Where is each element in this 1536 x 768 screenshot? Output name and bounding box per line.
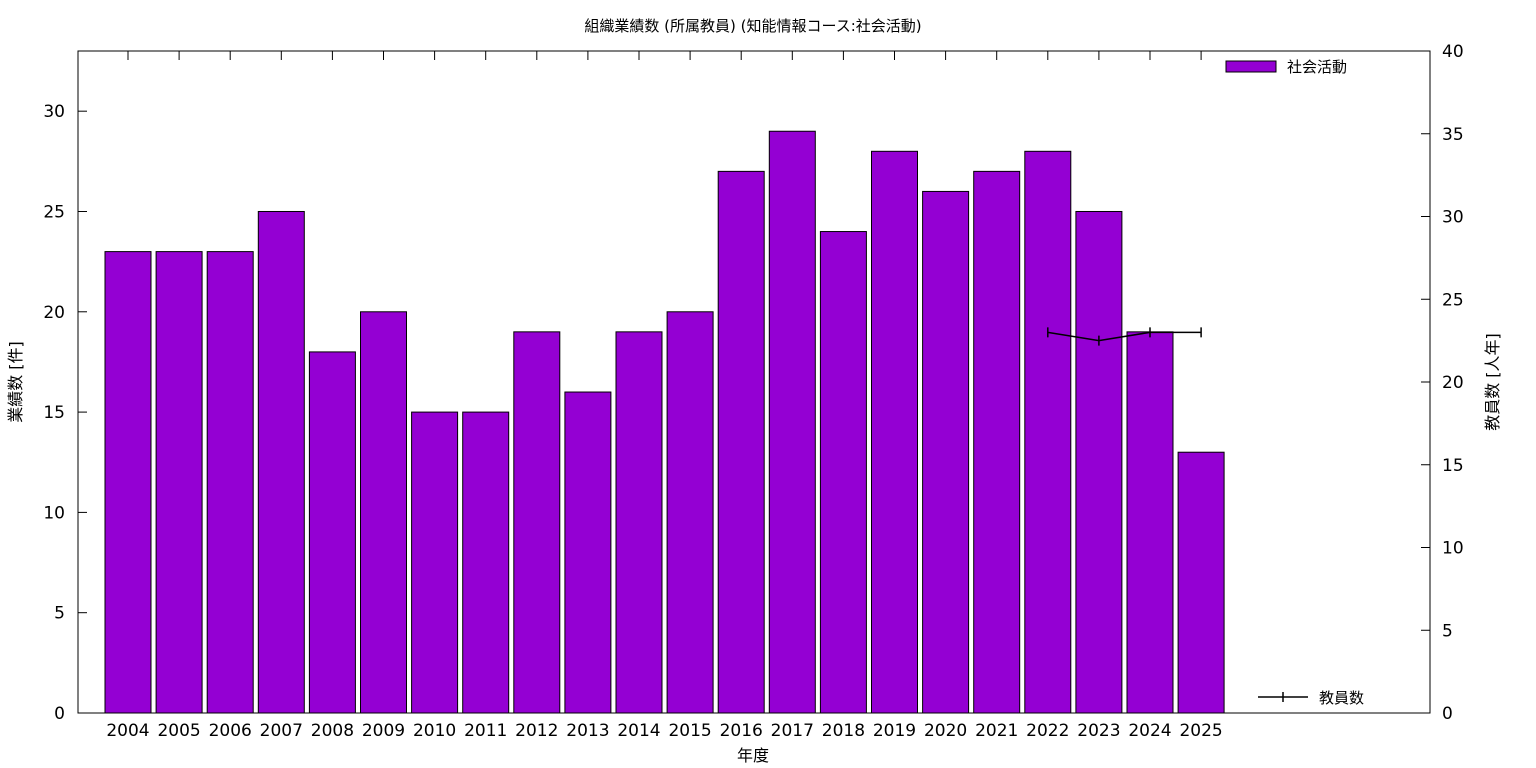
bar-2015 bbox=[666, 311, 714, 714]
bar-2013 bbox=[564, 391, 612, 714]
series-line-faculty bbox=[1047, 331, 1202, 342]
y2-tick-label: 40 bbox=[1442, 42, 1464, 62]
legend-line-label: 教員数 bbox=[1319, 689, 1364, 707]
bar-2022 bbox=[1024, 150, 1072, 714]
x-tick-label: 2013 bbox=[566, 721, 609, 741]
x-tick-label: 2010 bbox=[413, 721, 456, 741]
bar-2007 bbox=[257, 210, 305, 714]
legend-bar: 社会活動 bbox=[1225, 58, 1347, 76]
legend-bar-swatch bbox=[1225, 60, 1277, 73]
bar-2018 bbox=[819, 231, 867, 714]
x-tick-label: 2005 bbox=[157, 721, 200, 741]
y2-tick-label: 15 bbox=[1442, 456, 1464, 476]
y2-tick-label: 30 bbox=[1442, 208, 1464, 228]
y-tick-label: 5 bbox=[54, 604, 65, 624]
x-tick-label: 2022 bbox=[1026, 721, 1069, 741]
y-axis-title: 業績数 [件] bbox=[6, 341, 25, 423]
line-layer bbox=[1047, 327, 1202, 346]
y2-tick-label: 0 bbox=[1442, 704, 1453, 724]
y2-tick-label: 10 bbox=[1442, 539, 1464, 559]
y-tick-label: 25 bbox=[43, 202, 65, 222]
y2-tick-label: 20 bbox=[1442, 373, 1464, 393]
bar-2011 bbox=[462, 411, 510, 714]
x-tick-label: 2017 bbox=[771, 721, 814, 741]
bar-2004 bbox=[104, 251, 152, 714]
bar-2024 bbox=[1126, 331, 1174, 714]
x-tick-label: 2007 bbox=[260, 721, 303, 741]
x-tick-label: 2020 bbox=[924, 721, 967, 741]
x-tick-label: 2012 bbox=[515, 721, 558, 741]
bar-2016 bbox=[717, 170, 765, 714]
bars-layer bbox=[104, 130, 1225, 714]
y-tick-label: 0 bbox=[54, 704, 65, 724]
x-tick-label: 2014 bbox=[617, 721, 660, 741]
x-tick-label: 2009 bbox=[362, 721, 405, 741]
x-tick-label: 2008 bbox=[311, 721, 354, 741]
x-tick-label: 2024 bbox=[1128, 721, 1171, 741]
bar-2019 bbox=[871, 150, 918, 714]
bar-2017 bbox=[768, 130, 816, 714]
x-tick-label: 2021 bbox=[975, 721, 1018, 741]
bar-2025 bbox=[1177, 451, 1225, 714]
x-tick-label: 2004 bbox=[106, 721, 149, 741]
x-tick-label: 2023 bbox=[1077, 721, 1120, 741]
x-tick-label: 2015 bbox=[668, 721, 711, 741]
y-tick-label: 20 bbox=[43, 303, 65, 323]
bar-2020 bbox=[922, 190, 970, 714]
y-tick-label: 10 bbox=[43, 503, 65, 523]
y2-axis-title: 教員数 [人年] bbox=[1483, 333, 1502, 431]
x-tick-label: 2018 bbox=[822, 721, 865, 741]
bar-2008 bbox=[308, 351, 356, 714]
bar-2009 bbox=[360, 311, 407, 714]
bar-2006 bbox=[206, 251, 254, 714]
y2-tick-label: 35 bbox=[1442, 125, 1464, 145]
x-tick-label: 2016 bbox=[720, 721, 763, 741]
y2-tick-label: 25 bbox=[1442, 290, 1464, 310]
x-tick-label: 2019 bbox=[873, 721, 916, 741]
x-tick-label: 2025 bbox=[1179, 721, 1222, 741]
bar-2014 bbox=[615, 331, 663, 714]
bar-2010 bbox=[411, 411, 459, 714]
y2-tick-label: 5 bbox=[1442, 621, 1453, 641]
bar-2012 bbox=[513, 331, 561, 714]
y-tick-label: 15 bbox=[43, 403, 65, 423]
y-tick-label: 30 bbox=[43, 102, 65, 122]
x-axis-title: 年度 bbox=[737, 746, 769, 765]
bar-2005 bbox=[155, 251, 203, 714]
bar-2021 bbox=[973, 170, 1021, 714]
x-tick-label: 2006 bbox=[209, 721, 252, 741]
x-tick-label: 2011 bbox=[464, 721, 507, 741]
bar-2023 bbox=[1075, 210, 1123, 714]
legend-line: 教員数 bbox=[1258, 689, 1364, 707]
legend-bar-label: 社会活動 bbox=[1287, 58, 1347, 76]
chart-title: 組織業績数 (所属教員) (知能情報コース:社会活動) bbox=[584, 17, 921, 35]
